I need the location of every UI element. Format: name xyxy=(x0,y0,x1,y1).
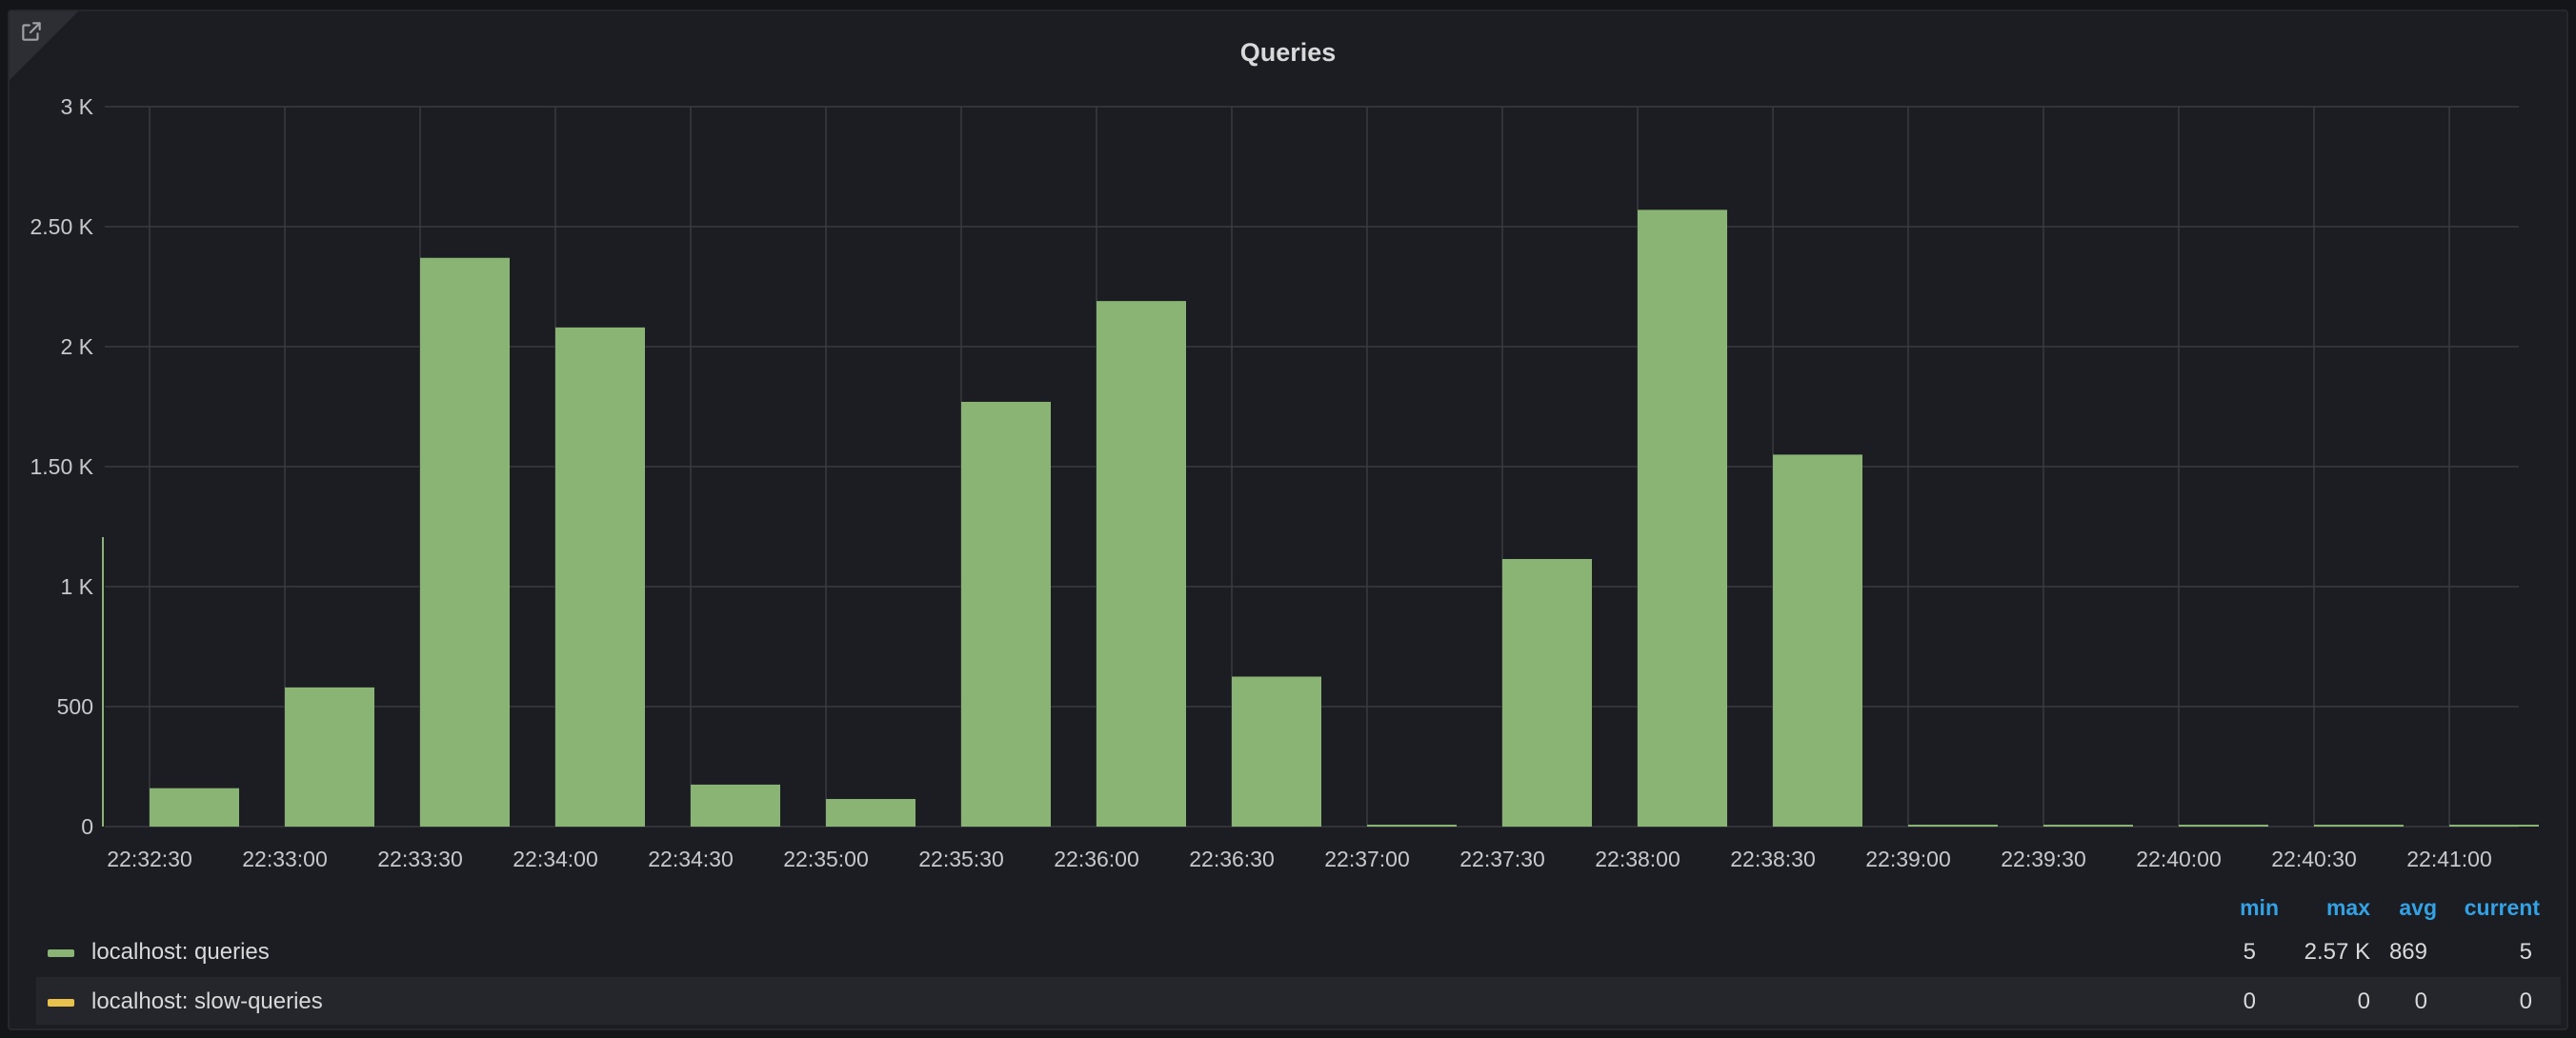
y-tick-label: 0 xyxy=(81,814,93,839)
legend-min-value: 0 xyxy=(2243,988,2256,1014)
series-color-swatch[interactable] xyxy=(48,949,74,957)
bar-queries xyxy=(555,327,645,828)
bar-queries xyxy=(420,257,510,827)
queries-bar-chart: 0 500 1 K 1.50 K 2 K 2.50 K 3 K 22:32:30 22:33:0… xyxy=(30,94,2539,871)
x-tick-label: 22:34:00 xyxy=(513,847,598,871)
legend-header-max[interactable]: max xyxy=(2325,895,2370,920)
x-tick-label: 22:37:00 xyxy=(1324,847,1410,871)
legend-header-min[interactable]: min xyxy=(2240,895,2279,920)
bar-queries xyxy=(2179,825,2268,827)
legend-current-value: 0 xyxy=(2519,988,2532,1014)
y-tick-label: 1 K xyxy=(60,574,93,599)
x-tick-label: 22:35:00 xyxy=(783,847,869,871)
x-tick-label: 22:36:00 xyxy=(1054,847,1139,871)
x-tick-label: 22:33:00 xyxy=(242,847,328,871)
bar-queries xyxy=(1502,559,1592,827)
y-tick-label: 2.50 K xyxy=(30,214,94,239)
x-tick-label: 22:32:30 xyxy=(107,847,192,871)
x-tick-label: 22:41:00 xyxy=(2406,847,2492,871)
bar-queries xyxy=(961,401,1051,827)
x-tick-label: 22:40:30 xyxy=(2271,847,2357,871)
legend-header-current[interactable]: current xyxy=(2464,895,2540,920)
bar-queries xyxy=(2314,825,2404,827)
x-tick-label: 22:36:30 xyxy=(1189,847,1275,871)
bar-queries xyxy=(2043,825,2133,827)
legend-max-value: 0 xyxy=(2357,988,2370,1014)
x-tick-label: 22:37:30 xyxy=(1459,847,1545,871)
legend-row-queries[interactable]: localhost: queries 5 2.57 K 869 5 xyxy=(36,928,2561,975)
panel-title[interactable]: Queries xyxy=(1239,38,1337,67)
bar-queries xyxy=(1638,210,1727,828)
x-tick-label: 22:35:30 xyxy=(918,847,1004,871)
x-tick-label: 22:38:30 xyxy=(1730,847,1816,871)
bar-queries xyxy=(1367,825,1457,827)
x-tick-label: 22:34:30 xyxy=(648,847,734,871)
legend-series-name[interactable]: localhost: slow-queries xyxy=(91,988,323,1014)
y-tick-label: 500 xyxy=(57,694,93,719)
legend-min-value: 5 xyxy=(2243,939,2256,965)
legend-row-slow-queries[interactable]: localhost: slow-queries 0 0 0 0 xyxy=(36,977,2561,1025)
x-tick-label: 22:38:00 xyxy=(1595,847,1680,871)
bar-queries xyxy=(1097,301,1186,827)
bar-queries xyxy=(826,799,916,827)
y-tick-label: 1.50 K xyxy=(30,454,94,479)
panel-corner xyxy=(10,11,78,80)
bar-queries xyxy=(150,788,239,827)
x-tick-label: 22:33:30 xyxy=(377,847,463,871)
y-tick-label: 3 K xyxy=(60,94,93,119)
legend-current-value: 5 xyxy=(2519,939,2532,965)
bar-queries xyxy=(1908,825,1998,827)
y-tick-label: 2 K xyxy=(60,334,93,359)
x-tick-label: 22:39:00 xyxy=(1865,847,1951,871)
bar-queries xyxy=(1773,454,1862,827)
x-tick-label: 22:40:00 xyxy=(2136,847,2222,871)
legend-avg-value: 0 xyxy=(2414,988,2427,1014)
external-link-icon[interactable] xyxy=(19,19,44,44)
bar-queries xyxy=(691,784,780,827)
legend-avg-value: 869 xyxy=(2388,939,2427,965)
bar-queries xyxy=(285,687,374,827)
series-color-swatch[interactable] xyxy=(48,999,74,1007)
legend-series-name[interactable]: localhost: queries xyxy=(91,939,270,965)
bar-queries xyxy=(1232,676,1321,827)
legend-max-value: 2.57 K xyxy=(2304,939,2370,965)
x-tick-label: 22:39:30 xyxy=(2001,847,2086,871)
legend-header-avg[interactable]: avg xyxy=(2399,895,2437,920)
bar-queries xyxy=(2449,825,2539,827)
